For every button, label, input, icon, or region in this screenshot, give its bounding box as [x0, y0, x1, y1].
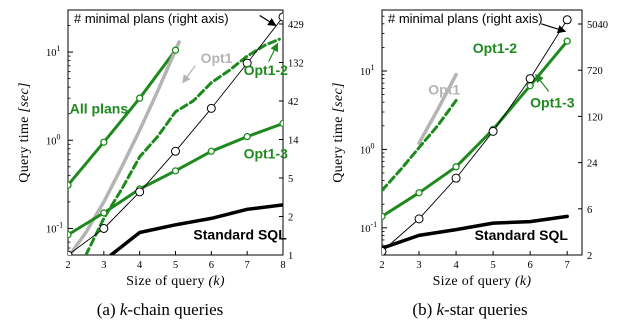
y-axis-label: Query time [sec] — [331, 82, 346, 182]
annotation-label: Opt1-3 — [244, 146, 289, 162]
annotation-label: Standard SQL — [193, 226, 287, 242]
y2-tick-label: 720 — [587, 66, 603, 77]
x-tick-label: 4 — [137, 260, 143, 271]
series-line-opt1 — [417, 72, 458, 145]
annotation-label: Standard SQL — [475, 227, 569, 243]
data-point — [135, 187, 145, 197]
data-point — [243, 132, 251, 141]
series-line-opt1-2 — [382, 99, 458, 192]
y2-tick-label: 2 — [288, 213, 293, 224]
y2-tick-label: 5 — [288, 174, 293, 185]
y2-tick-label: 5040 — [587, 20, 608, 31]
y2-tick-label: 120 — [587, 112, 603, 123]
data-point — [278, 12, 283, 22]
y2-tick-label: 6 — [587, 205, 592, 216]
data-point — [526, 82, 534, 90]
x-tick-label: 8 — [280, 260, 285, 271]
y2-tick-label: 24 — [587, 159, 598, 170]
y2-tick-label: 1 — [288, 251, 293, 262]
y-tick-label: 101 — [46, 44, 61, 59]
y2-tick-label: 42 — [288, 97, 299, 108]
data-point — [171, 167, 180, 175]
y2-tick-label: 14 — [288, 136, 299, 147]
data-point — [451, 173, 461, 183]
x-tick-label: 7 — [565, 260, 570, 271]
data-point — [171, 146, 180, 156]
x-tick-label: 5 — [490, 260, 495, 271]
annotation-label: Opt1-2 — [473, 40, 518, 56]
annotation-label: Opt1-2 — [244, 62, 289, 78]
data-point — [562, 15, 572, 25]
data-point — [99, 223, 109, 233]
y2-tick-label: 2 — [587, 251, 592, 262]
y-axis-label: Query time [sec] — [17, 82, 32, 182]
data-point — [206, 103, 216, 113]
x-tick-label: 2 — [65, 260, 70, 271]
data-point — [525, 74, 535, 84]
x-tick-label: 2 — [379, 260, 384, 271]
data-point — [171, 46, 180, 54]
data-point — [100, 209, 108, 217]
annotation-label: Opt1-3 — [530, 95, 575, 111]
plot-frame — [381, 9, 583, 256]
data-point — [488, 126, 498, 136]
data-point — [563, 37, 571, 45]
annotation-arrow — [535, 73, 550, 92]
data-point — [100, 138, 108, 146]
data-point — [414, 214, 424, 224]
series-line-opt1-3 — [68, 122, 283, 237]
x-axis-label: Size of query (k) — [433, 274, 532, 289]
x-tick-label: 4 — [453, 260, 459, 271]
series-group — [68, 12, 283, 255]
data-point — [68, 250, 73, 255]
data-point — [279, 119, 283, 128]
annotation-label: Opt1 — [428, 82, 460, 98]
series-line-opt1-3 — [382, 39, 569, 218]
y-tick-label: 101 — [360, 63, 375, 78]
data-point — [452, 163, 460, 171]
series-line-standard-sql — [382, 214, 569, 250]
figure-caption: (a) k-chain queries — [97, 300, 224, 319]
y2-tick-label: 132 — [288, 59, 304, 70]
series-line-opt1 — [68, 40, 181, 255]
inner-title: # minimal plans (right axis) — [74, 11, 229, 26]
x-tick-label: 7 — [245, 260, 250, 271]
data-point — [68, 181, 72, 189]
annotation-label: Opt1 — [201, 50, 233, 66]
x-tick-label: 6 — [209, 260, 214, 271]
figure-caption: (b) k-star queries — [412, 300, 527, 319]
annotation-arrow — [182, 65, 196, 84]
data-point — [68, 231, 72, 239]
data-point — [415, 189, 423, 197]
series-line-all-plans — [68, 48, 177, 187]
series-line-minimal-plans — [382, 19, 568, 252]
x-tick-label: 3 — [101, 260, 106, 271]
series-line-standard-sql — [109, 203, 283, 255]
annotation-arrow — [541, 23, 567, 34]
annotation-arrow — [259, 14, 277, 27]
inner-title: # minimal plans (right axis) — [388, 11, 543, 26]
y-tick-label: 10-1 — [46, 220, 63, 235]
chart-panel-star: # minimal plans (right axis) 2 3 4 5 6 7 10-1 10… — [331, 9, 608, 319]
y-tick-label: 100 — [46, 132, 61, 147]
series-line-opt1-2 — [84, 37, 281, 255]
data-point — [382, 212, 386, 221]
chart-panel-chain: # minimal plans (right axis) 2 3 4 5 6 7 8 10-1 1… — [17, 9, 304, 319]
annotation-label: All plans — [70, 101, 129, 117]
data-point — [207, 147, 215, 155]
x-tick-label: 3 — [416, 260, 421, 271]
data-point — [382, 246, 387, 255]
y-tick-label: 10-1 — [360, 220, 377, 235]
y-tick-label: 100 — [360, 141, 375, 156]
annotation-arrow — [268, 42, 279, 62]
x-tick-label: 5 — [173, 260, 178, 271]
x-tick-label: 6 — [528, 260, 533, 271]
x-axis-label: Size of query (k) — [126, 274, 225, 289]
data-point — [136, 94, 144, 102]
data-point — [242, 58, 252, 68]
y2-tick-label: 429 — [288, 20, 304, 31]
